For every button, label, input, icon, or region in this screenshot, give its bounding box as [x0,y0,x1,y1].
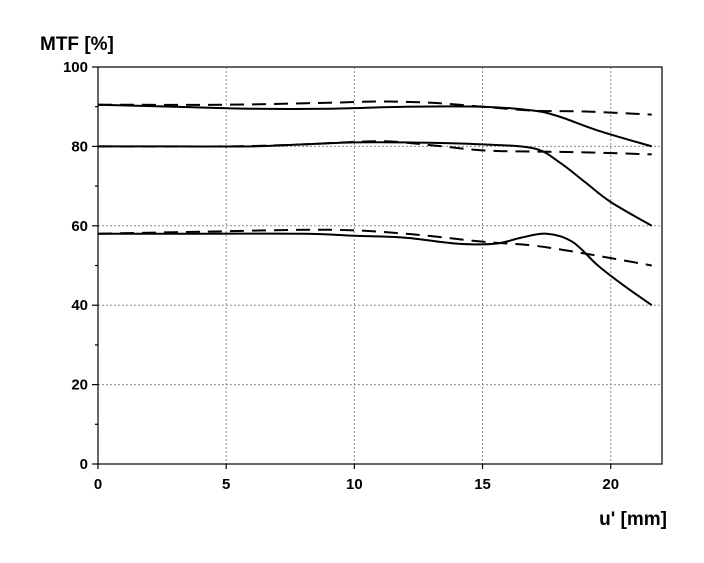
y-tick-label: 0 [80,456,88,473]
solid-series-line-3 [97,141,653,227]
grid-lines [98,67,662,464]
y-axis-title: MTF [%] [40,34,114,55]
x-tick-label: 20 [602,476,619,493]
dashed-series-line-4 [97,140,652,156]
axis-ticks [92,66,612,469]
tick-labels: 0 5 10 15 20 0 20 40 60 80 100 [63,59,619,493]
y-tick-label: 40 [71,297,88,314]
solid-series-line-1 [97,103,653,148]
x-axis-title: u' [mm] [599,509,667,530]
x-tick-label: 5 [222,476,230,493]
plot-area-frame [97,66,663,465]
y-tick-label: 60 [71,218,88,235]
x-tick-label: 0 [94,476,102,493]
series-lines [97,100,653,307]
y-tick-label: 20 [71,377,88,394]
x-tick-label: 10 [346,476,363,493]
y-tick-label: 80 [71,138,88,155]
x-tick-label: 15 [474,476,491,493]
y-tick-label: 100 [63,59,88,76]
dashed-series-line-6 [97,228,652,267]
solid-series-line-5 [98,232,653,307]
dashed-series-line-2 [97,100,652,116]
